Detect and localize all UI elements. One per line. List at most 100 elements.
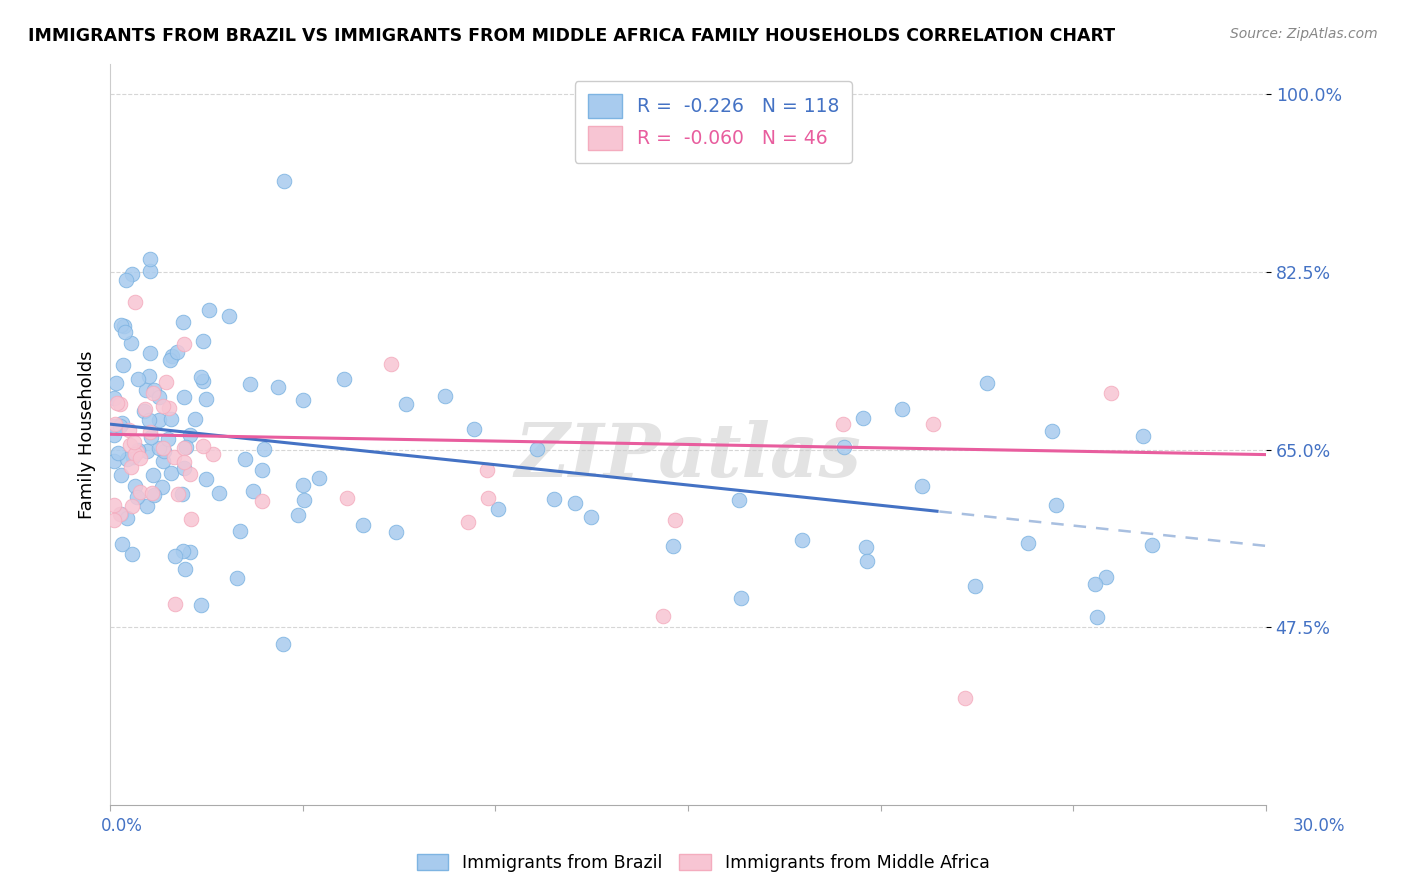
Point [148,390,170,404]
Point [103,428,125,442]
Text: ZIPatlas: ZIPatlas [515,420,862,492]
Point [120,460,142,475]
Point [108,397,131,411]
Point [173,336,195,351]
Point [142,467,165,482]
Point [486,502,509,516]
Point [155,376,177,390]
Point [135,444,157,458]
Point [121,499,143,513]
Point [138,252,160,266]
Point [110,507,132,521]
Point [292,493,315,508]
Point [122,450,145,465]
Point [143,383,166,397]
Point [135,383,157,397]
Point [110,318,132,332]
Point [292,477,315,491]
Point [103,513,125,527]
Point [117,423,139,437]
Point [202,447,225,461]
Point [132,404,155,418]
Point [141,486,163,500]
Point [125,445,148,459]
Point [434,389,457,403]
Point [159,352,181,367]
Point [139,430,162,444]
Point [790,533,813,548]
Point [163,597,186,611]
Point [190,370,212,384]
Point [139,346,162,360]
Point [153,443,176,458]
Point [152,480,174,494]
Point [184,412,207,426]
Point [124,295,146,310]
Point [730,591,752,606]
Point [976,376,998,390]
Point [114,326,136,340]
Point [457,515,479,529]
Point [115,511,138,525]
Point [922,417,945,431]
Point [105,395,128,409]
Point [179,428,201,442]
Point [1084,576,1107,591]
Point [395,397,418,411]
Point [208,486,231,500]
Point [107,446,129,460]
Point [832,417,855,432]
Point [252,442,274,456]
Point [273,174,295,188]
Point [135,499,157,513]
Legend: Immigrants from Brazil, Immigrants from Middle Africa: Immigrants from Brazil, Immigrants from … [409,847,997,879]
Point [129,450,152,465]
Point [139,425,162,439]
Point [112,358,135,372]
Point [271,636,294,650]
Point [1099,386,1122,401]
Point [124,479,146,493]
Point [292,392,315,407]
Point [111,416,134,430]
Point [173,390,195,404]
Point [463,422,485,436]
Point [163,450,186,465]
Point [727,493,749,508]
Point [111,537,134,551]
Point [110,467,132,482]
Point [1095,570,1118,584]
Point [353,518,375,533]
Point [195,472,218,486]
Point [127,443,149,458]
Point [103,454,125,468]
Point [336,491,359,505]
Point [124,447,146,461]
Point [157,432,180,446]
Point [380,357,402,371]
Point [173,460,195,475]
Point [252,463,274,477]
Point [127,372,149,386]
Point [955,691,977,706]
Point [172,315,194,329]
Point [1017,536,1039,550]
Point [138,413,160,427]
Point [165,549,187,564]
Point [104,417,127,431]
Point [225,571,247,585]
Point [157,401,180,415]
Point [197,303,219,318]
Point [121,547,143,561]
Point [267,379,290,393]
Point [134,401,156,416]
Point [179,544,201,558]
Point [526,442,548,456]
Point [104,376,127,390]
Point [832,440,855,454]
Y-axis label: Family Households: Family Households [79,350,96,518]
Point [651,609,673,624]
Point [118,438,141,452]
Point [252,494,274,508]
Point [108,508,131,522]
